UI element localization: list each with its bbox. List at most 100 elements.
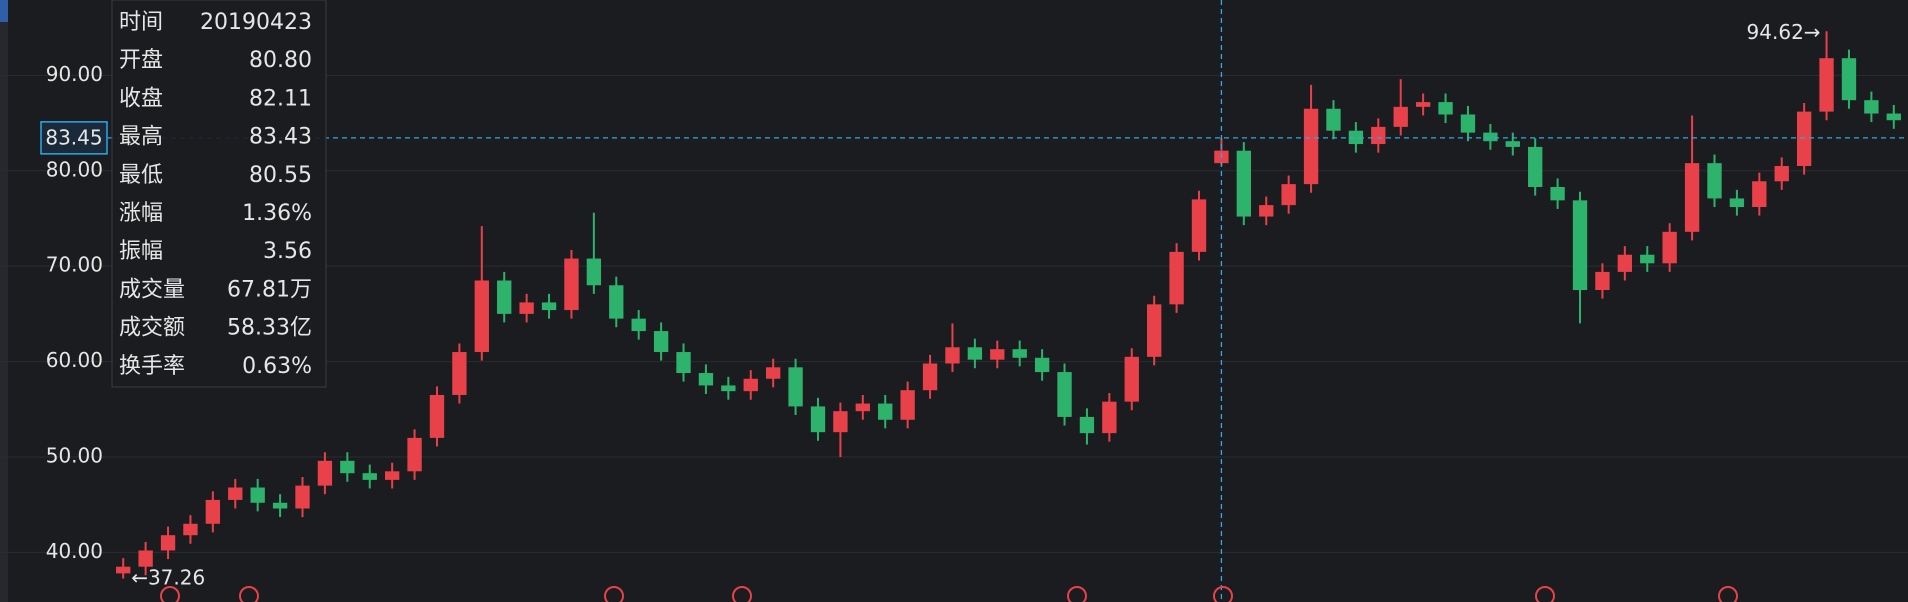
tooltip-value: 3.56 bbox=[263, 239, 312, 264]
candle-body bbox=[1326, 108, 1341, 131]
candle-body bbox=[1124, 356, 1139, 402]
candle-body bbox=[1528, 146, 1543, 187]
candle-body bbox=[788, 367, 803, 407]
candle-body bbox=[138, 550, 153, 567]
candle-body bbox=[855, 403, 870, 412]
tooltip-label: 最高 bbox=[119, 125, 163, 150]
candle-body bbox=[1752, 181, 1767, 208]
candle-body bbox=[474, 280, 489, 353]
tooltip-label: 换手率 bbox=[119, 354, 185, 379]
candle-body bbox=[1774, 166, 1789, 182]
candle-body bbox=[1348, 130, 1364, 145]
candle-body bbox=[967, 347, 983, 360]
tooltip-value: 20190423 bbox=[200, 10, 312, 35]
candle-body bbox=[1034, 357, 1050, 373]
candle-body bbox=[295, 485, 310, 509]
candle-body bbox=[1886, 113, 1901, 121]
candle-body bbox=[990, 349, 1005, 360]
candle-body bbox=[1595, 271, 1610, 291]
crosshair-label: 83.45 bbox=[45, 125, 102, 149]
candle-body bbox=[631, 318, 646, 332]
candle-body bbox=[1012, 349, 1027, 358]
candle-body bbox=[160, 535, 176, 551]
tooltip-value: 67.81万 bbox=[227, 277, 312, 302]
tooltip-value: 83.43 bbox=[249, 125, 312, 150]
candle-body bbox=[1259, 205, 1274, 217]
candle-body bbox=[1169, 251, 1184, 305]
candles bbox=[116, 31, 1901, 579]
candle-body bbox=[900, 390, 915, 420]
candle-body bbox=[1191, 199, 1207, 252]
candle-body bbox=[116, 566, 131, 574]
tooltip-box bbox=[111, 0, 327, 388]
candle-body bbox=[1393, 106, 1408, 127]
tooltip-label: 振幅 bbox=[119, 239, 163, 264]
candle-body bbox=[609, 285, 624, 319]
candle-body bbox=[1796, 111, 1812, 167]
candle-body bbox=[765, 367, 781, 379]
candle-body bbox=[407, 437, 422, 472]
y-tick-label: 40.00 bbox=[46, 539, 103, 563]
candle-body bbox=[183, 523, 198, 536]
candle-body bbox=[1729, 198, 1745, 208]
y-tick-label: 50.00 bbox=[46, 443, 103, 467]
candle-body bbox=[743, 378, 758, 392]
tooltip-label: 收盘 bbox=[119, 86, 163, 111]
tooltip-label: 时间 bbox=[119, 10, 163, 35]
candle-body bbox=[653, 331, 669, 353]
candle-body bbox=[676, 352, 691, 374]
candle-body bbox=[1550, 186, 1565, 201]
candle-body bbox=[586, 258, 602, 286]
candle-body bbox=[362, 473, 377, 480]
candle-body bbox=[1102, 401, 1117, 434]
candle-body bbox=[1281, 184, 1296, 206]
tooltip-label: 开盘 bbox=[119, 48, 163, 73]
candle-body bbox=[1303, 108, 1319, 185]
candle-body bbox=[250, 487, 265, 503]
candle-body bbox=[833, 411, 848, 433]
candle-body bbox=[1662, 231, 1677, 264]
candle-body bbox=[1617, 254, 1633, 272]
candle-body bbox=[698, 373, 714, 386]
candle-body bbox=[721, 385, 736, 392]
event-markers bbox=[160, 586, 1738, 602]
candle-body bbox=[1640, 254, 1655, 264]
candle-body bbox=[1460, 114, 1476, 133]
candle-body bbox=[429, 394, 445, 438]
tooltip-value: 80.55 bbox=[249, 163, 312, 188]
candle-body bbox=[340, 460, 355, 474]
candle-body bbox=[1572, 200, 1588, 291]
candle-body bbox=[272, 502, 288, 509]
candle-body bbox=[1415, 102, 1431, 107]
candle-body bbox=[1819, 58, 1834, 112]
side-strip bbox=[0, 0, 8, 602]
tooltip-value: 58.33亿 bbox=[227, 316, 312, 341]
candle-body bbox=[945, 347, 960, 364]
tooltip: 时间 20190423 开盘 80.80 收盘 82.11 最高 83.43 最低 80.55 涨幅… bbox=[111, 0, 327, 388]
tooltip-value: 80.80 bbox=[249, 48, 312, 73]
candle-body bbox=[1864, 100, 1879, 114]
candle-body bbox=[1079, 416, 1095, 434]
candle-body bbox=[1483, 132, 1498, 142]
y-tick-label: 70.00 bbox=[46, 253, 103, 277]
candle-body bbox=[1505, 141, 1520, 147]
candle-body bbox=[317, 460, 333, 486]
candle-body bbox=[384, 471, 400, 480]
candle-body bbox=[1707, 163, 1722, 199]
candle-body bbox=[519, 302, 534, 314]
tooltip-label: 成交量 bbox=[119, 277, 185, 302]
candle-body bbox=[452, 352, 467, 395]
tooltip-value: 82.11 bbox=[249, 86, 312, 111]
candle-body bbox=[1057, 372, 1072, 417]
candle-body bbox=[497, 280, 512, 314]
candle-body bbox=[564, 258, 579, 311]
tooltip-value: 0.63% bbox=[242, 354, 312, 379]
candle-body bbox=[1147, 304, 1162, 357]
candle-body bbox=[228, 487, 243, 500]
y-tick-label: 60.00 bbox=[46, 348, 103, 372]
tooltip-label: 最低 bbox=[119, 163, 163, 188]
candle-body bbox=[1236, 150, 1252, 217]
crosshair-label-box bbox=[40, 121, 108, 155]
